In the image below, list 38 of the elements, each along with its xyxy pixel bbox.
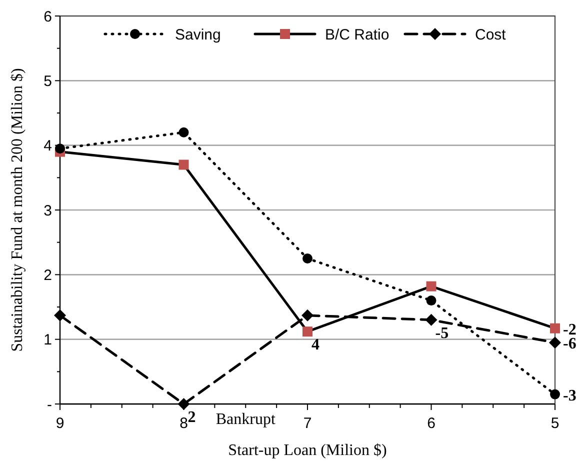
annotation: 4 [312, 336, 320, 354]
point [426, 296, 436, 306]
point [178, 127, 189, 138]
annotation: -3 [563, 387, 576, 404]
legend-label: Saving [175, 26, 221, 44]
annotation: -5 [435, 324, 449, 342]
annotation: -2 [563, 321, 576, 338]
point [425, 314, 438, 326]
point [426, 281, 436, 292]
annotation: 2 [188, 409, 196, 426]
x-tick-label: 5 [550, 415, 560, 432]
point [302, 326, 312, 337]
x-axis-title: Start-up Loan (Milion $) [228, 442, 387, 459]
point [178, 160, 189, 170]
point [54, 309, 66, 322]
point [549, 336, 561, 349]
point [550, 323, 560, 334]
y-tick-label: 2 [44, 266, 52, 284]
point [55, 144, 65, 154]
point [302, 309, 314, 322]
y-tick-label: 1 [44, 332, 52, 349]
y-tick-label: - [47, 396, 52, 414]
point [550, 389, 560, 400]
x-tick-label: 7 [303, 415, 312, 432]
y-tick-label: 3 [44, 202, 52, 220]
y-tick-label: 6 [44, 8, 52, 26]
point [178, 398, 190, 410]
y-axis-title: Sustainability Fund at month 200 (Milion $) [9, 68, 26, 352]
x-tick-label: 9 [56, 415, 64, 432]
annotation: -6 [563, 336, 576, 353]
y-tick-label: 4 [44, 138, 52, 155]
x-tick-label: 6 [427, 415, 436, 432]
y-tick-label: 5 [44, 72, 52, 90]
x-tick-label: 8 [180, 415, 188, 432]
legend-label: Cost [475, 26, 507, 44]
legend-label: B/C Ratio [325, 26, 390, 44]
text: Bankrupt [216, 411, 276, 428]
point [302, 254, 312, 264]
